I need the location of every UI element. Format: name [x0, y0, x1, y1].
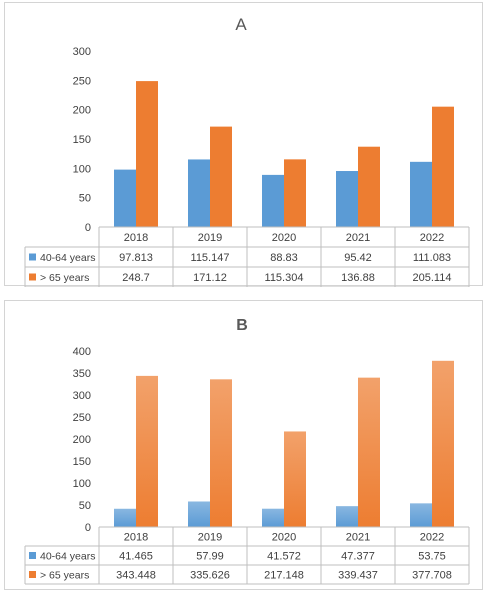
- chart-b-bar-40-64-2020: [262, 508, 284, 527]
- chart-a-category-label: 2018: [124, 232, 148, 244]
- chart-b-table-value: 57.99: [196, 551, 224, 563]
- chart-a-legend-key-40-64: [29, 253, 36, 261]
- chart-b-category-label: 2021: [346, 532, 370, 544]
- chart-b-ytick-label: 100: [73, 478, 91, 490]
- chart-b-ytick-label: 400: [73, 346, 91, 358]
- chart-b-ytick-label: 50: [79, 500, 91, 512]
- chart-b-bar-over65-2021: [358, 377, 380, 527]
- chart-a-category-label: 2020: [272, 232, 296, 244]
- chart-b-ytick-label: 300: [73, 390, 91, 402]
- chart-a-ytick-label: 150: [73, 134, 91, 146]
- chart-a-table-value: 115.147: [191, 252, 230, 264]
- chart-a-panel: A 0 50 100 150 200 250 300 2018 2019 2020 2021 2022 4…: [4, 2, 483, 287]
- chart-b-category-label: 2020: [272, 532, 296, 544]
- chart-a-table-value: 248.7: [122, 272, 150, 284]
- chart-a-ytick-label: 200: [73, 105, 91, 117]
- chart-b-ytick-label: 250: [73, 412, 91, 424]
- chart-b-category-label: 2018: [124, 532, 148, 544]
- chart-a-category-label: 2022: [420, 232, 444, 244]
- chart-b-legend-label-40-64: 40-64 years: [40, 551, 95, 563]
- chart-a-category-label: 2021: [346, 232, 370, 244]
- chart-b-bar-over65-2019: [210, 379, 232, 527]
- chart-b-legend-key-40-64: [29, 552, 36, 559]
- chart-a-bar-over65-2022: [432, 106, 454, 227]
- chart-b-bar-40-64-2021: [336, 506, 358, 527]
- chart-b-legend-label-over65: > 65 years: [40, 570, 89, 582]
- chart-a-bar-40-64-2021: [336, 171, 358, 227]
- chart-a-ytick-label: 250: [73, 75, 91, 87]
- chart-b-ytick-label: 200: [73, 434, 91, 446]
- chart-a-table-value: 111.083: [413, 252, 451, 264]
- chart-a-legend-label-40-64: 40-64 years: [40, 252, 95, 264]
- chart-b-category-label: 2019: [198, 532, 222, 544]
- chart-b-ytick-label: 150: [73, 456, 91, 468]
- chart-a-category-label: 2019: [198, 232, 222, 244]
- chart-b-table-value: 377.708: [412, 570, 452, 582]
- chart-b-table-value: 335.626: [190, 570, 230, 582]
- chart-a-table-value: 95.42: [344, 252, 372, 264]
- chart-b-table-value: 339.437: [338, 570, 378, 582]
- chart-a-bar-over65-2018: [136, 81, 158, 227]
- chart-b-ytick-label: 350: [73, 368, 91, 380]
- chart-a-ytick-label: 100: [73, 163, 91, 175]
- chart-a-bar-40-64-2022: [410, 161, 432, 227]
- chart-a-svg: A 0 50 100 150 200 250 300 2018 2019 2020 2021 2022 4…: [24, 15, 470, 287]
- chart-b-bar-over65-2020: [284, 431, 306, 527]
- chart-b-bar-40-64-2018: [114, 508, 136, 527]
- chart-b-title: B: [236, 317, 248, 334]
- chart-b-table-value: 41.465: [119, 551, 153, 563]
- chart-a-bar-over65-2021: [358, 146, 380, 227]
- chart-a-bar-40-64-2020: [262, 174, 284, 227]
- chart-a-bar-over65-2020: [284, 159, 306, 227]
- chart-b-table-value: 47.377: [341, 551, 375, 563]
- chart-b-bar-over65-2018: [136, 375, 158, 527]
- chart-b-category-label: 2022: [420, 532, 444, 544]
- chart-b-bar-over65-2022: [432, 360, 454, 527]
- chart-a-table-value: 205.114: [413, 272, 452, 284]
- chart-b-legend-key-over65: [29, 571, 36, 578]
- chart-a-table-value: 88.83: [270, 252, 298, 264]
- chart-a-bar-40-64-2019: [188, 159, 210, 227]
- chart-a-table-value: 97.813: [119, 252, 153, 264]
- chart-a-legend-key-over65: [29, 273, 36, 281]
- chart-b-svg: B 0 50 100 150 200 250 300 350 400 2018 2019 2020 202…: [24, 317, 470, 585]
- chart-b-table-value: 217.148: [264, 570, 304, 582]
- chart-b-table-value: 53.75: [418, 551, 446, 563]
- chart-a-table-value: 136.88: [341, 272, 375, 284]
- chart-a-table-value: 171.12: [193, 272, 227, 284]
- chart-a-title: A: [235, 15, 247, 34]
- chart-b-bar-40-64-2019: [188, 501, 210, 527]
- chart-b-table-value: 41.572: [267, 551, 301, 563]
- chart-b-table-value: 343.448: [116, 570, 156, 582]
- chart-a-legend-label-over65: > 65 years: [40, 272, 89, 284]
- chart-b-ytick-label: 0: [85, 522, 91, 534]
- chart-a-bar-40-64-2018: [114, 169, 136, 227]
- chart-a-table-value: 115.304: [265, 272, 304, 284]
- chart-a-ytick-label: 0: [85, 222, 91, 234]
- chart-b-panel: B 0 50 100 150 200 250 300 350 400 2018 2019 2020 202…: [4, 300, 483, 590]
- chart-a-ytick-label: 300: [73, 46, 91, 58]
- chart-a-ytick-label: 50: [79, 193, 91, 205]
- chart-a-bar-over65-2019: [210, 126, 232, 227]
- chart-b-bar-40-64-2022: [410, 503, 432, 527]
